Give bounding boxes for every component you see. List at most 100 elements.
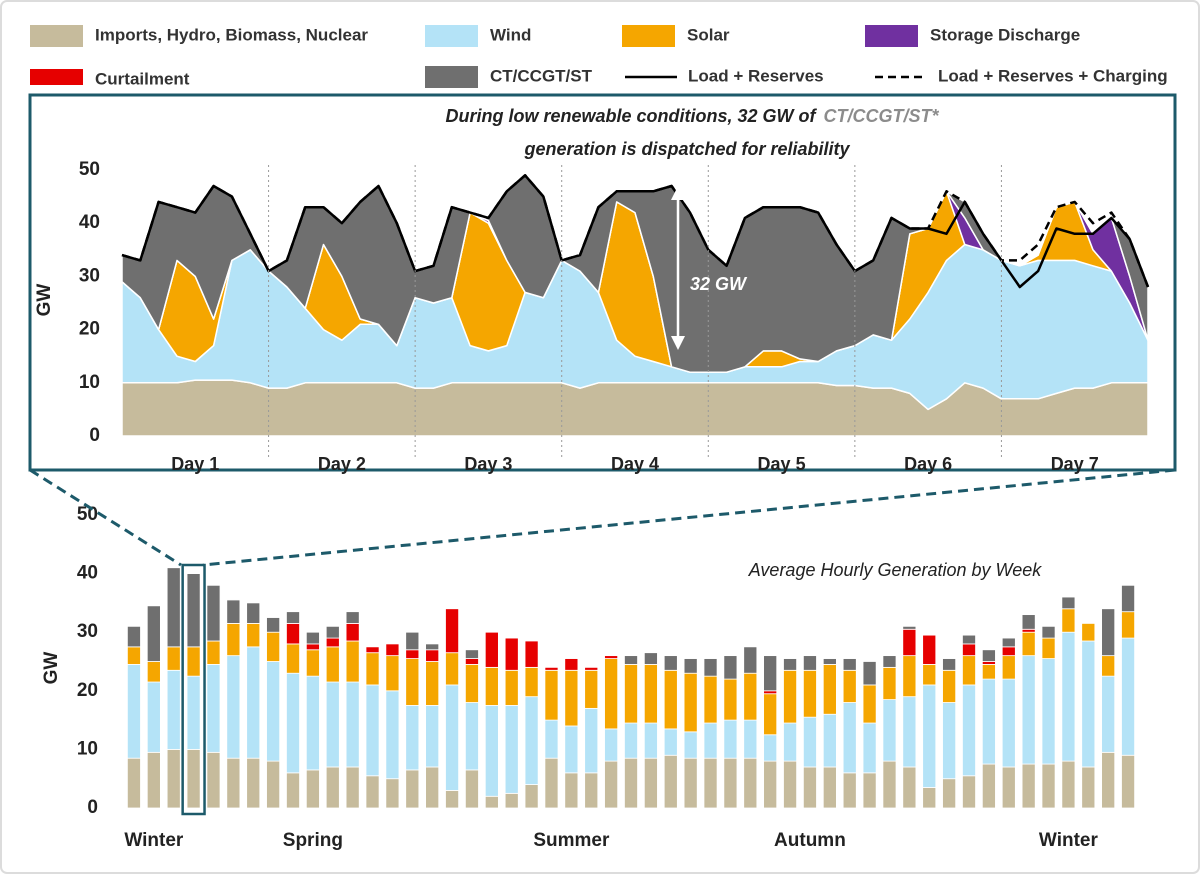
bar-segment: [1081, 640, 1096, 768]
bar-segment: [226, 623, 241, 657]
bar-segment: [126, 646, 141, 665]
bar-segment: [703, 675, 718, 724]
bar-segment: [802, 655, 817, 671]
bar-segment: [286, 643, 300, 674]
bar-segment: [1121, 611, 1136, 639]
bar-segment: [305, 649, 320, 677]
bar-segment: [405, 649, 420, 659]
bar-segment: [822, 664, 837, 715]
bar-segment: [405, 631, 420, 651]
bar-segment: [186, 646, 201, 677]
bar-segment: [822, 658, 837, 665]
bar-segment: [683, 757, 698, 809]
bar-segment: [325, 625, 340, 639]
x-tick-label: Winter: [1039, 830, 1099, 851]
bar-segment: [942, 702, 957, 780]
bar-segment: [206, 664, 221, 753]
bar-segment: [902, 625, 917, 630]
y-tick-label: 40: [79, 212, 100, 233]
bar-segment: [663, 655, 678, 671]
bar-segment: [484, 795, 499, 809]
bar-segment: [862, 661, 877, 686]
bar-segment: [882, 666, 897, 700]
bar-segment: [246, 757, 261, 809]
bar-segment: [763, 655, 778, 692]
bar-segment: [445, 652, 460, 686]
x-tick-label: Day 5: [758, 454, 806, 474]
bar-segment: [286, 772, 300, 809]
bar-segment: [703, 722, 718, 759]
bar-segment: [345, 623, 360, 642]
bar-segment: [405, 658, 420, 706]
bar-segment: [743, 672, 758, 721]
bar-segment: [206, 640, 221, 665]
x-tick-label: Summer: [533, 830, 610, 851]
bar-segment: [544, 757, 559, 809]
bar-segment: [882, 655, 897, 668]
bar-segment: [186, 675, 201, 750]
bar-segment: [484, 705, 499, 797]
bar-segment: [425, 661, 440, 706]
bar-segment: [445, 684, 460, 791]
bar-segment: [305, 643, 320, 651]
bar-segment: [862, 722, 877, 774]
bar-segment: [504, 792, 519, 809]
bar-segment: [405, 769, 420, 809]
bar-segment: [504, 669, 519, 706]
bar-segment: [544, 669, 559, 721]
bar-segment: [643, 664, 658, 724]
bar-segment: [1021, 763, 1036, 809]
bar-segment: [1081, 623, 1096, 642]
bar-segment: [743, 757, 758, 809]
bar-segment: [385, 690, 400, 780]
bar-segment: [126, 625, 141, 648]
bar-segment: [1121, 584, 1136, 613]
y-tick-label: 0: [89, 425, 100, 446]
bar-segment: [902, 696, 917, 768]
x-tick-label: Autumn: [774, 830, 846, 851]
bar-segment: [1021, 628, 1036, 633]
bar-segment: [266, 661, 281, 762]
bar-segment: [802, 669, 817, 718]
bar-segment: [842, 658, 857, 671]
bar-segment: [942, 658, 957, 671]
line: [121, 174, 1150, 288]
bar-segment: [604, 760, 619, 809]
bar-segment: [604, 655, 619, 659]
bar-segment: [146, 605, 161, 662]
bar-segment: [981, 664, 996, 680]
bar-segment: [1101, 675, 1116, 753]
bar-segment: [325, 766, 340, 809]
bar-segment: [743, 646, 758, 674]
bar-segment: [206, 751, 221, 809]
zoom-connector: [29, 468, 182, 567]
y-axis-label: GW: [41, 652, 62, 685]
bar-segment: [1041, 763, 1056, 809]
bar-segment: [365, 646, 380, 654]
bar-segment: [1101, 608, 1116, 657]
bar-segment: [723, 757, 738, 809]
legend-swatch: [425, 25, 478, 47]
y-tick-label: 0: [87, 797, 98, 818]
bar-segment: [286, 623, 300, 645]
bar-segment: [286, 611, 300, 624]
bar-segment: [385, 778, 400, 809]
chart-title: Average Hourly Generation by Week: [748, 560, 1042, 580]
bar-segment: [146, 661, 161, 683]
legend-swatch: [865, 25, 918, 47]
x-tick-label: Winter: [124, 830, 184, 851]
legend-swatch: [425, 66, 478, 88]
callout: 32 GW: [690, 274, 748, 294]
bar-segment: [703, 658, 718, 677]
bar-segment: [743, 719, 758, 759]
bar-segment: [186, 749, 201, 809]
bar-segment: [882, 760, 897, 809]
bar-segment: [624, 655, 638, 665]
bar-segment: [266, 617, 281, 633]
bar-segment: [405, 705, 420, 771]
bar-segment: [663, 728, 678, 756]
y-axis-label: GW: [34, 284, 55, 317]
bar-segment: [1001, 655, 1016, 680]
bar-segment: [802, 716, 817, 768]
bar-segment: [246, 623, 261, 648]
